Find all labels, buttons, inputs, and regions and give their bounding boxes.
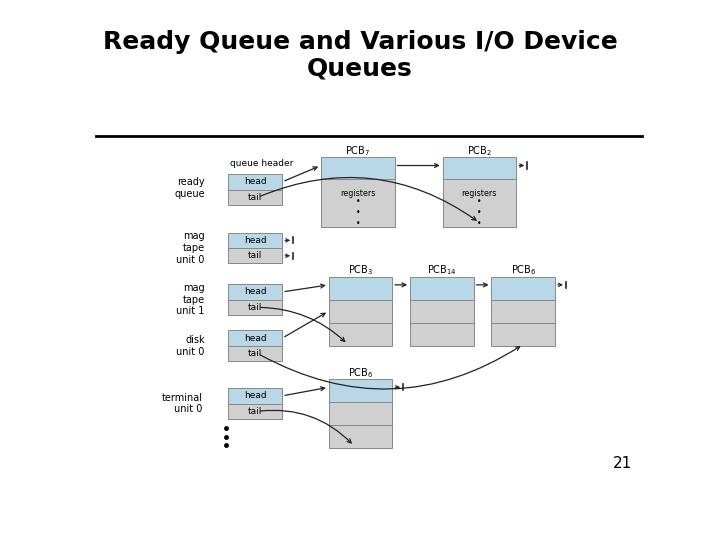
Text: registers: registers xyxy=(340,189,375,198)
Bar xyxy=(410,300,474,323)
Text: PCB$_7$: PCB$_7$ xyxy=(345,144,370,158)
Text: tail: tail xyxy=(248,303,262,312)
Text: disk
unit 0: disk unit 0 xyxy=(176,335,204,356)
Bar xyxy=(410,323,474,346)
Text: mag
tape
unit 1: mag tape unit 1 xyxy=(176,283,204,316)
Bar xyxy=(228,233,282,248)
Bar xyxy=(443,157,516,179)
Bar xyxy=(443,179,516,226)
Text: head: head xyxy=(244,177,266,186)
Bar xyxy=(228,330,282,346)
Bar xyxy=(228,190,282,205)
Text: tail: tail xyxy=(248,193,262,202)
Text: PCB$_6$: PCB$_6$ xyxy=(510,264,536,277)
Text: tail: tail xyxy=(248,407,262,416)
Bar xyxy=(410,276,474,300)
Text: 21: 21 xyxy=(613,456,632,471)
Text: queue header: queue header xyxy=(230,159,293,168)
Text: registers: registers xyxy=(462,189,497,198)
Text: head: head xyxy=(244,334,266,343)
Bar xyxy=(492,276,555,300)
Bar xyxy=(228,388,282,403)
Text: •
•
•: • • • xyxy=(356,197,360,228)
Bar xyxy=(228,284,282,300)
Bar xyxy=(329,379,392,402)
Bar xyxy=(329,323,392,346)
Bar xyxy=(329,300,392,323)
Bar xyxy=(321,179,395,226)
Text: ready
queue: ready queue xyxy=(174,177,204,199)
Text: tail: tail xyxy=(248,251,262,260)
Text: head: head xyxy=(244,392,266,400)
Bar xyxy=(228,403,282,419)
Text: head: head xyxy=(244,236,266,245)
Text: Queues: Queues xyxy=(307,57,413,80)
Bar xyxy=(228,174,282,190)
Bar xyxy=(329,425,392,448)
Text: mag
tape
unit 0: mag tape unit 0 xyxy=(176,232,204,265)
Text: PCB$_2$: PCB$_2$ xyxy=(467,144,492,158)
Bar xyxy=(329,402,392,425)
Bar xyxy=(228,300,282,315)
Text: tail: tail xyxy=(248,349,262,358)
Text: Ready Queue and Various I/O Device: Ready Queue and Various I/O Device xyxy=(103,30,617,53)
Text: head: head xyxy=(244,287,266,296)
Bar xyxy=(228,346,282,361)
Bar xyxy=(492,323,555,346)
Bar xyxy=(228,248,282,264)
Bar xyxy=(321,157,395,179)
Text: PCB$_{14}$: PCB$_{14}$ xyxy=(427,264,456,277)
Text: terminal
unit 0: terminal unit 0 xyxy=(161,393,202,414)
Bar xyxy=(329,276,392,300)
Text: PCB$_3$: PCB$_3$ xyxy=(348,264,373,277)
Text: •
•
•: • • • xyxy=(477,197,482,228)
Bar xyxy=(492,300,555,323)
Text: PCB$_6$: PCB$_6$ xyxy=(348,366,373,380)
